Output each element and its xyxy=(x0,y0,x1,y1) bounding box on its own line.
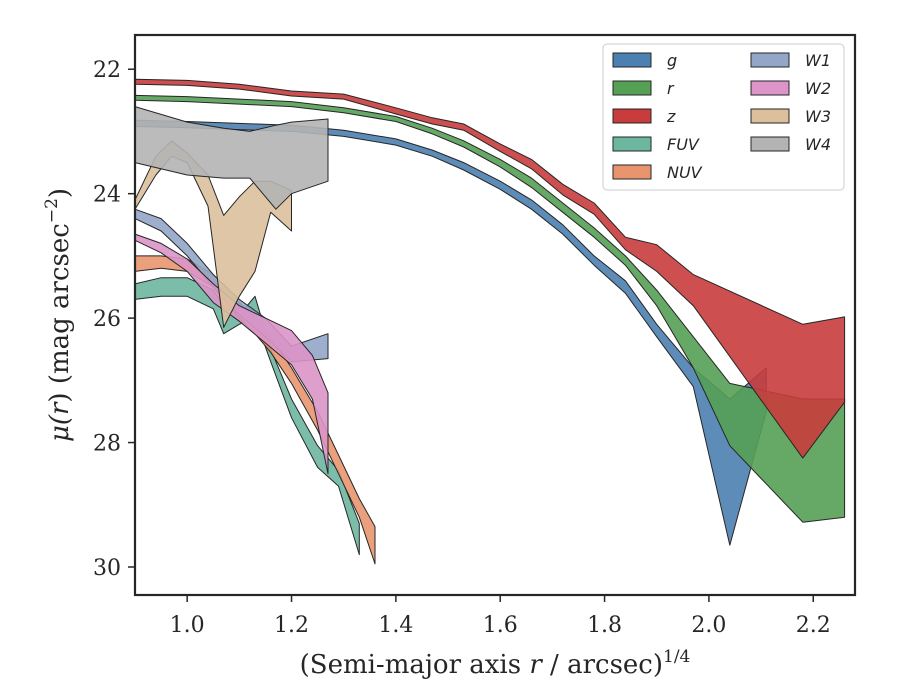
plot-frame xyxy=(133,33,857,597)
legend-swatch-z xyxy=(612,108,652,124)
y-tick-label: 30 xyxy=(93,556,121,581)
legend-label-w2: W2 xyxy=(805,79,831,98)
x-axis-ticks: 1.0 1.2 1.4 1.6 1.8 2.0 2.2 xyxy=(170,595,831,638)
x-tick-label: 1.4 xyxy=(378,613,413,638)
legend-swatch-nuv xyxy=(612,164,652,180)
y-tick-label: 22 xyxy=(93,58,121,83)
legend-swatch-g xyxy=(612,52,652,68)
band-w2 xyxy=(134,233,329,475)
legend-label-w3: W3 xyxy=(805,107,831,126)
legend-swatch-w4 xyxy=(750,136,790,152)
band-w4 xyxy=(134,106,329,210)
legend-label-r: r xyxy=(667,79,675,98)
legend-label-nuv: NUV xyxy=(667,163,703,182)
x-axis-label: (Semi-major axis r / arcsec)1/4 xyxy=(300,647,691,680)
band-r xyxy=(134,94,846,523)
legend-label-w4: W4 xyxy=(805,135,831,154)
x-tick-label: 2.0 xyxy=(691,613,726,638)
y-tick-label: 24 xyxy=(93,183,121,208)
y-tick-label: 28 xyxy=(93,432,121,457)
x-tick-label: 1.6 xyxy=(483,613,518,638)
legend-label-w1: W1 xyxy=(805,51,831,70)
legend-swatch-r xyxy=(612,80,652,96)
legend-swatch-w3 xyxy=(750,108,790,124)
y-axis-ticks: 22 24 26 28 30 xyxy=(93,58,135,581)
legend-label-fuv: FUV xyxy=(667,135,700,154)
band-w1 xyxy=(134,208,329,363)
legend-swatch-fuv xyxy=(612,136,652,152)
x-tick-label: 1.0 xyxy=(170,613,205,638)
band-z xyxy=(134,78,846,459)
y-tick-label: 26 xyxy=(93,307,121,332)
legend: grz FUV NUV W1 W2 W3 W4 xyxy=(602,43,845,191)
series-bands xyxy=(134,78,846,565)
legend-label-g: g xyxy=(667,51,677,70)
legend-label-z: z xyxy=(666,107,676,126)
x-tick-label: 1.8 xyxy=(587,613,622,638)
x-tick-label: 2.2 xyxy=(796,613,831,638)
legend-swatch-w1 xyxy=(750,52,790,68)
legend-swatch-w2 xyxy=(750,80,790,96)
y-axis-label: μ(r) (mag arcsec−2) xyxy=(42,188,75,442)
x-tick-label: 1.2 xyxy=(274,613,309,638)
